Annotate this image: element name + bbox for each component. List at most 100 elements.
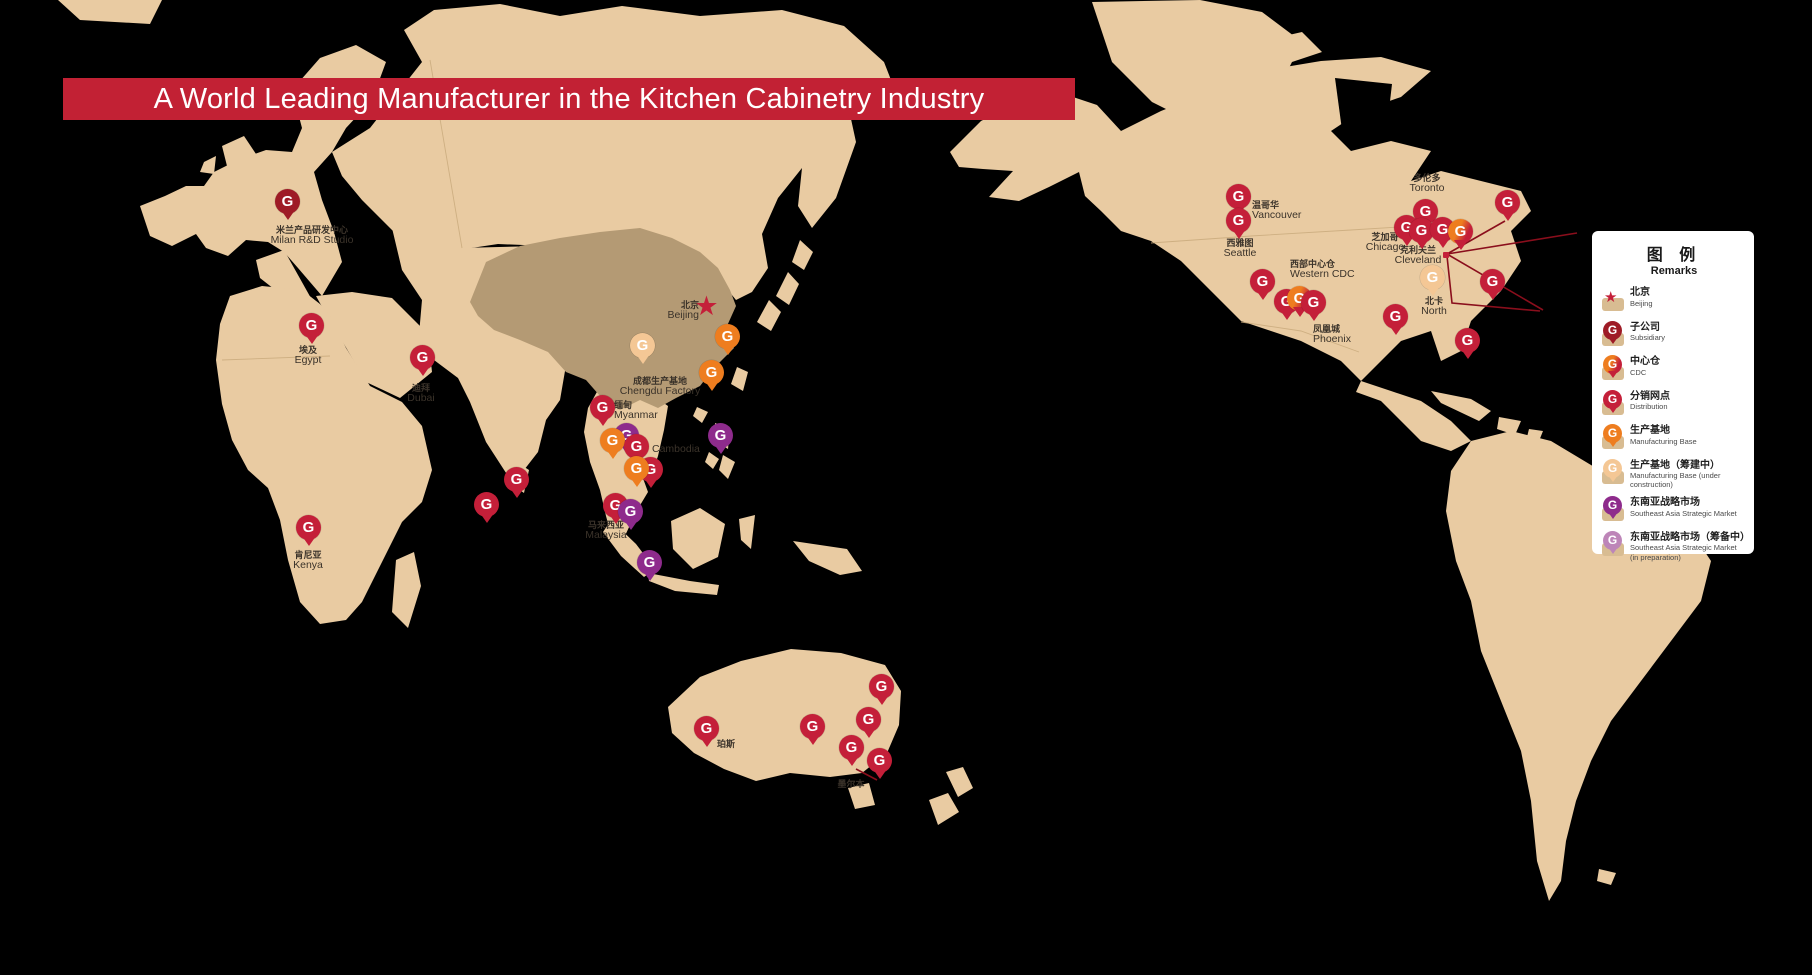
pin-dubai: G bbox=[410, 345, 435, 376]
region-arabia bbox=[316, 292, 432, 398]
legend-item-manufacturing: G 生产基地 Manufacturing Base bbox=[1602, 424, 1746, 452]
legend-star-icon: ★ bbox=[1602, 286, 1630, 314]
label-melbourne: 墨尔本 bbox=[837, 779, 865, 789]
pin-perth: G bbox=[694, 716, 719, 747]
pin-south-india: G bbox=[474, 492, 499, 523]
islands-japan bbox=[757, 240, 813, 331]
legend-item-sea_market_prep: G 东南亚战略市场（筹备中） Southeast Asia Strategic Ma… bbox=[1602, 530, 1750, 562]
legend-items: ★ 北京 Beijing G 子公司 Subsidiary G 中心仓 CDC G 分销网点 Dist… bbox=[1602, 286, 1750, 562]
banner-title: A World Leading Manufacturer in the Kitc… bbox=[153, 82, 985, 115]
hudson-bay bbox=[1335, 78, 1392, 136]
legend-item-star: ★ 北京 Beijing bbox=[1602, 286, 1746, 314]
pin-beijing: ★ bbox=[694, 291, 719, 321]
pin-china-coast-south: G bbox=[699, 360, 724, 391]
legend-distribution-icon: G bbox=[1602, 389, 1630, 418]
pin-vancouver: G bbox=[1226, 184, 1251, 215]
legend-label-en: CDC bbox=[1630, 367, 1647, 377]
label-toronto: 多伦多 Toronto bbox=[1409, 173, 1445, 195]
pin-midwest-2: G bbox=[1409, 218, 1434, 249]
continent-australia bbox=[668, 649, 901, 809]
pin-kenya: G bbox=[296, 515, 321, 546]
label-vancouver: 温哥华 Vancouver bbox=[1252, 200, 1302, 222]
legend-label-cn: 生产基地 bbox=[1630, 425, 1670, 436]
legend-item-distribution: G 分销网点 Distribution bbox=[1602, 389, 1746, 418]
pin-adelaide: G bbox=[800, 714, 825, 745]
pin-melbourne: G bbox=[839, 735, 864, 766]
legend-item-cdc: G 中心仓 CDC bbox=[1602, 355, 1746, 383]
continent-north-america bbox=[1079, 57, 1531, 381]
legend-label-en: Distribution bbox=[1630, 402, 1668, 411]
legend-label-cn: 子公司 bbox=[1630, 321, 1660, 333]
legend-label-cn: 东南亚战略市场 bbox=[1630, 497, 1700, 509]
legend-label-en: Beijing bbox=[1630, 298, 1653, 308]
legend-manufacturing-icon: G bbox=[1602, 424, 1630, 452]
pin-new-york: G bbox=[1480, 269, 1505, 300]
pin-brisbane: G bbox=[869, 674, 894, 705]
legend-label-cn: 东南亚战略市场（筹备中） bbox=[1630, 531, 1750, 543]
legend-sea_market_prep-icon: G bbox=[1602, 530, 1630, 559]
label-malaysia: 马来西亚 Malaysia bbox=[585, 520, 627, 542]
continent-africa bbox=[216, 286, 432, 628]
pin-tasmania: G bbox=[867, 748, 892, 779]
legend-title-cn: 图 例 bbox=[1646, 247, 1702, 264]
pin-china-coast-north: G bbox=[715, 324, 740, 355]
legend-label-cn: 分销网点 bbox=[1630, 390, 1670, 402]
island-greenland bbox=[58, 0, 1322, 122]
region-central-america bbox=[1356, 381, 1543, 451]
pin-boston: G bbox=[1495, 190, 1520, 221]
label-dubai: 迪拜 Dubai bbox=[407, 383, 435, 405]
pin-chengdu-factory: G bbox=[630, 333, 655, 364]
pin-north-carolina-base: G bbox=[1420, 265, 1445, 296]
label-beijing: 北京 Beijing bbox=[667, 300, 699, 322]
legend-label-en: Manufacturing Base (under construction) bbox=[1630, 471, 1721, 490]
label-kenya: 肯尼亚 Kenya bbox=[293, 550, 323, 572]
legend-label-en: Southeast Asia Strategic Market (in prep… bbox=[1630, 543, 1737, 562]
legend-label-cn: 生产基地（筹建中） bbox=[1630, 459, 1720, 471]
pin-california: G bbox=[1250, 269, 1275, 300]
pin-seattle: G bbox=[1226, 208, 1251, 239]
legend-label-cn: 中心仓 bbox=[1630, 356, 1660, 367]
title-banner: A World Leading Manufacturer in the Kitc… bbox=[63, 78, 1075, 120]
pin-myanmar: G bbox=[590, 395, 615, 426]
legend-sea_market-icon: G bbox=[1602, 496, 1630, 524]
country-borders bbox=[221, 59, 1415, 361]
legend-subsidiary-icon: G bbox=[1602, 320, 1630, 349]
label-egypt: 埃及Egypt bbox=[294, 345, 322, 367]
legend-manufacturing_uc-icon: G bbox=[1602, 458, 1630, 487]
legend-panel: 图 例 Remarks ★ 北京 Beijing G 子公司 Subsidiary G 中心仓… bbox=[1592, 231, 1754, 562]
pin-cleveland-dot bbox=[1443, 252, 1449, 258]
legend-item-sea_market: G 东南亚战略市场 Southeast Asia Strategic Market bbox=[1602, 496, 1746, 524]
label-seattle: 西雅图Seattle bbox=[1223, 238, 1257, 260]
islands-taiwan-hainan bbox=[693, 367, 748, 423]
pin-indonesia-market: G bbox=[637, 550, 662, 581]
pin-eastern-cdc: G bbox=[1448, 219, 1473, 250]
legend-label-en: Subsidiary bbox=[1630, 333, 1666, 342]
pin-cambodia-base: G bbox=[624, 456, 649, 487]
legend-label-en: Southeast Asia Strategic Market bbox=[1630, 508, 1737, 518]
region-alaska bbox=[950, 93, 1121, 201]
pin-florida: G bbox=[1455, 328, 1480, 359]
pin-malaysia-market: G bbox=[618, 499, 643, 530]
pin-sydney: G bbox=[856, 707, 881, 738]
islands-new-zealand bbox=[929, 767, 973, 825]
legend-title-en: Remarks bbox=[1650, 265, 1698, 277]
legend-item-subsidiary: G 子公司 Subsidiary bbox=[1602, 320, 1746, 349]
label-perth: 珀斯 bbox=[717, 739, 736, 749]
pin-phoenix-east: G bbox=[1301, 290, 1326, 321]
china-highlighted-region bbox=[470, 228, 736, 410]
pin-sri-lanka: G bbox=[504, 467, 529, 498]
legend-label-cn: 北京 bbox=[1630, 287, 1650, 298]
legend-cdc-icon: G bbox=[1602, 355, 1630, 383]
label-north-carolina: 北卡North bbox=[1421, 296, 1447, 318]
pin-thailand-base: G bbox=[600, 428, 625, 459]
label-chicago: 芝加哥 Chicago bbox=[1365, 232, 1405, 254]
pin-milan-rd-studio: G bbox=[275, 189, 300, 220]
label-cleveland: 克利夫兰Cleveland bbox=[1394, 245, 1442, 267]
label-western-cdc: 西部中心仓 Western CDC bbox=[1290, 259, 1355, 281]
pin-egypt: G bbox=[299, 313, 324, 344]
label-myanmar: 缅甸 Myanmar bbox=[614, 400, 658, 422]
legend-label-en: Manufacturing Base bbox=[1630, 436, 1697, 446]
label-cambodia: Cambodia bbox=[652, 443, 700, 455]
label-milan: 米兰产品研发中心 Milan R&D Studio bbox=[270, 225, 354, 247]
